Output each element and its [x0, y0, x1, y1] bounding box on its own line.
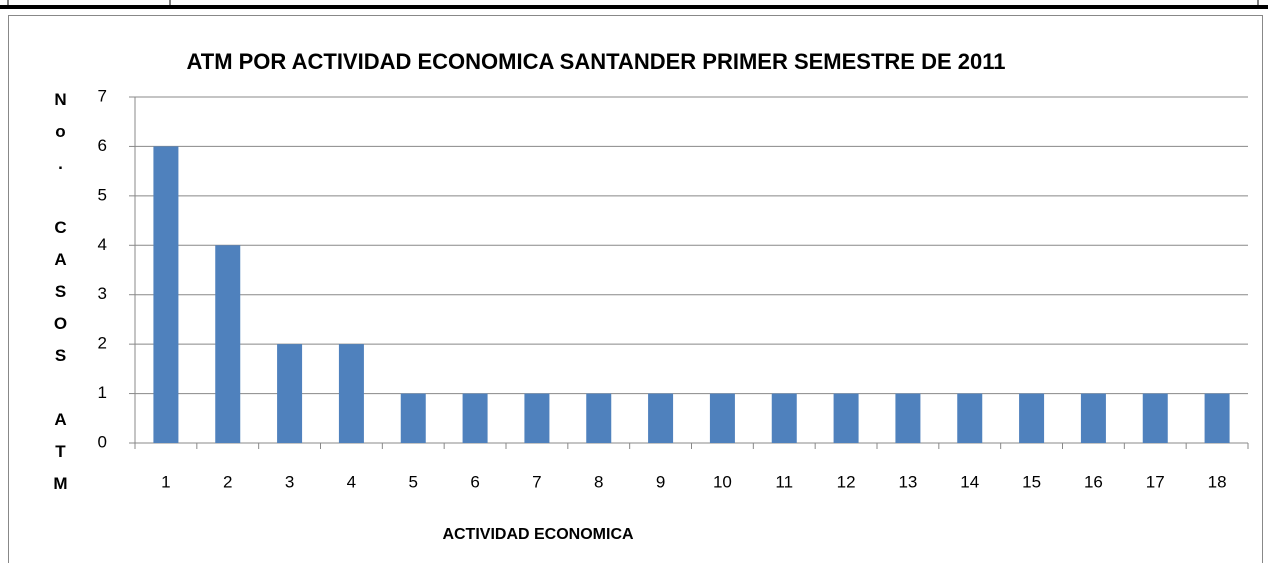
x-tick-label: 14 — [960, 472, 979, 491]
bar — [338, 344, 364, 443]
bar — [586, 393, 612, 443]
x-tick-label: 10 — [713, 472, 732, 491]
bar — [462, 393, 488, 443]
bar — [215, 245, 241, 443]
x-tick-label: 8 — [594, 472, 603, 491]
chart-title: ATM POR ACTIVIDAD ECONOMICA SANTANDER PR… — [187, 49, 1006, 74]
bar — [1080, 393, 1106, 443]
x-tick-label: 18 — [1208, 472, 1227, 491]
chart-frame — [8, 15, 1263, 563]
bar — [153, 146, 179, 443]
bar — [709, 393, 735, 443]
y-tick-label: 6 — [98, 136, 107, 155]
x-tick-label: 6 — [470, 472, 479, 491]
x-tick-label: 16 — [1084, 472, 1103, 491]
x-tick-label: 17 — [1146, 472, 1165, 491]
x-tick-label: 4 — [347, 472, 356, 491]
bar — [833, 393, 859, 443]
x-tick-label: 11 — [775, 472, 793, 491]
bar — [1204, 393, 1230, 443]
bar — [957, 393, 983, 443]
x-tick-label: 7 — [532, 472, 541, 491]
y-tick-label: 1 — [98, 383, 107, 402]
y-tick-label: 7 — [98, 86, 107, 105]
x-tick-label: 3 — [285, 472, 294, 491]
x-tick-label: 12 — [837, 472, 856, 491]
x-tick-label: 5 — [409, 472, 418, 491]
y-tick-label: 4 — [98, 235, 107, 254]
y-tick-label: 2 — [98, 334, 107, 353]
x-tick-label: 1 — [161, 472, 170, 491]
bar — [1142, 393, 1168, 443]
bar — [277, 344, 303, 443]
bar — [771, 393, 797, 443]
bar — [524, 393, 550, 443]
x-tick-label: 2 — [223, 472, 232, 491]
x-tick-label: 9 — [656, 472, 665, 491]
bar — [400, 393, 426, 443]
y-tick-label: 3 — [98, 284, 107, 303]
x-tick-label: 13 — [898, 472, 917, 491]
y-axis-label: No. CASOS ATM — [51, 90, 70, 506]
x-axis-label: ACTIVIDAD ECONOMICA — [442, 526, 634, 543]
bar — [1019, 393, 1045, 443]
top-rule — [0, 5, 1268, 9]
y-tick-label: 5 — [98, 185, 107, 204]
bar — [648, 393, 674, 443]
bar — [895, 393, 921, 443]
y-tick-label: 0 — [98, 432, 107, 451]
x-tick-label: 15 — [1022, 472, 1041, 491]
